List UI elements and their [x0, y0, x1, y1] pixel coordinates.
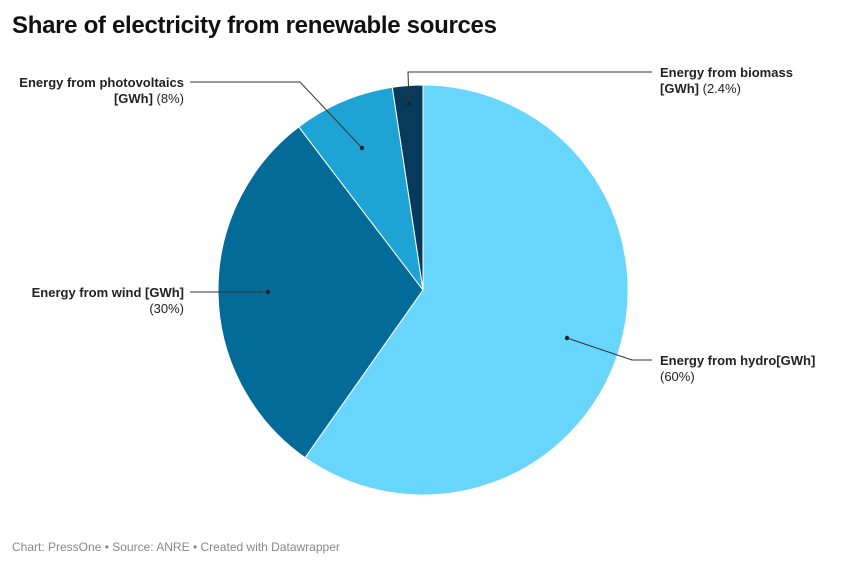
value-label: (30%)	[149, 301, 184, 316]
source-note: Chart: PressOne • Source: ANRE • Created…	[12, 540, 340, 554]
value-label: (8%)	[156, 91, 184, 106]
value-label: (2.4%)	[702, 81, 741, 96]
label-name: Energy from hydro[GWh]	[660, 353, 816, 368]
slice-label: Energy from biomass [GWh] (2.4%)	[660, 65, 810, 97]
leader-line	[566, 337, 652, 361]
leader-dots	[265, 101, 570, 341]
leader-dot	[359, 145, 365, 151]
chart-title: Share of electricity from renewable sour…	[12, 12, 497, 39]
pie-slice	[391, 84, 424, 291]
leader-dot	[564, 335, 570, 341]
slice-label: Energy from photovoltaics [GWh] (8%)	[9, 75, 184, 107]
pie-slice	[217, 126, 424, 459]
slice-label: Energy from hydro[GWh] (60%)	[660, 353, 840, 385]
leader-line	[190, 81, 363, 149]
leader-dot	[265, 289, 271, 295]
slice-label: Energy from wind [GWh] (30%)	[14, 285, 184, 317]
value-label: (60%)	[660, 369, 695, 384]
leader-dot	[406, 101, 412, 107]
label-name: Energy from biomass [GWh]	[660, 65, 793, 96]
pie-slice	[298, 86, 424, 291]
label-name: Energy from photovoltaics [GWh]	[19, 75, 184, 106]
leader-line	[407, 71, 652, 105]
label-name: Energy from wind [GWh]	[31, 285, 184, 300]
leader-lines	[190, 71, 652, 361]
pie-slice	[304, 84, 629, 496]
